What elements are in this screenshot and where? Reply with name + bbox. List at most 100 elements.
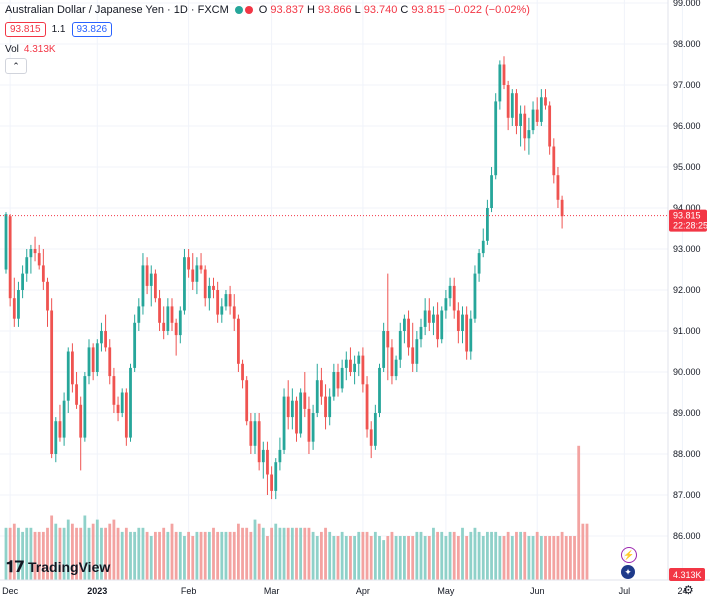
- candle-body: [249, 421, 253, 446]
- settings-icon[interactable]: ⚙: [683, 583, 694, 597]
- volume-bar: [403, 536, 406, 580]
- time-tick-label: May: [437, 586, 455, 596]
- candle-body: [473, 273, 477, 319]
- candle-body: [461, 314, 464, 331]
- volume-value: 4.313K: [23, 44, 56, 55]
- price-tick-label: 96.000: [673, 121, 701, 131]
- price-tick-label: 90.000: [673, 367, 701, 377]
- collapse-legend-button[interactable]: ⌃: [5, 58, 27, 74]
- volume-bar: [257, 523, 261, 580]
- candle-body: [444, 298, 448, 311]
- volume-bar: [440, 531, 444, 580]
- candle-body: [456, 310, 460, 331]
- volume-label[interactable]: Vol: [5, 44, 19, 55]
- candle-body: [195, 265, 199, 282]
- candle-body: [498, 64, 502, 102]
- volume-bar: [481, 536, 485, 580]
- price-tick-label: 91.000: [673, 326, 701, 336]
- volume-bar: [365, 531, 369, 580]
- candle-body: [232, 306, 236, 319]
- volume-bar: [527, 536, 531, 580]
- buy-button[interactable]: 93.826: [71, 22, 113, 37]
- lightning-icon[interactable]: ⚡: [621, 547, 637, 563]
- volume-bar: [253, 519, 257, 580]
- volume-bar: [469, 531, 473, 580]
- volume-bar: [569, 536, 572, 580]
- volume-bar: [203, 531, 207, 580]
- candle-body: [216, 290, 220, 315]
- candle-body: [166, 306, 170, 331]
- volume-bar: [423, 536, 427, 580]
- volume-bar: [419, 531, 423, 580]
- tradingview-logo[interactable]: 𝟏𝟳 TradingView: [6, 557, 110, 577]
- volume-bar: [340, 531, 344, 580]
- volume-bar: [216, 531, 220, 580]
- volume-bar: [249, 531, 253, 580]
- bid-ask-row: 93.815 1.1 93.826: [5, 22, 113, 37]
- candle-body: [560, 199, 564, 217]
- sell-button[interactable]: 93.815: [5, 22, 46, 37]
- volume-bar: [100, 527, 103, 580]
- candle-body: [245, 380, 249, 422]
- volume-bar: [46, 527, 49, 580]
- volume-bar: [50, 515, 54, 580]
- candle-body: [278, 449, 282, 463]
- time-tick-label: Jun: [530, 586, 545, 596]
- symbol-title[interactable]: Australian Dollar / Japanese Yen · 1D · …: [5, 4, 229, 16]
- candle-body: [307, 408, 311, 442]
- candle-body: [170, 306, 174, 323]
- volume-bar: [286, 527, 290, 580]
- flag-icon[interactable]: ✦: [621, 565, 635, 579]
- volume-bar: [390, 531, 394, 580]
- volume-bar: [199, 531, 203, 580]
- volume-bar: [21, 531, 24, 580]
- candle-body: [286, 396, 290, 418]
- candle-body: [191, 269, 195, 282]
- change-value: −0.022 (−0.02%): [448, 4, 530, 16]
- price-tick-label: 93.000: [673, 244, 701, 254]
- volume-bar: [8, 527, 12, 580]
- volume-bar: [245, 527, 249, 580]
- volume-bar: [207, 531, 211, 580]
- volume-bar: [378, 536, 381, 580]
- volume-axis-value: 4.313K: [673, 570, 702, 580]
- candle-body: [75, 384, 78, 405]
- candle-body: [224, 294, 228, 307]
- candle-body: [129, 367, 132, 438]
- volume-bar: [444, 536, 448, 580]
- candle-body: [41, 265, 45, 282]
- candle-body: [552, 146, 556, 176]
- candle-body: [427, 310, 431, 323]
- candle-body: [212, 285, 215, 290]
- volume-bar: [581, 523, 585, 580]
- volume-bar: [307, 527, 311, 580]
- price-axis[interactable]: 86.000 87.000 88.000 89.000 90.000 91.000 92.0…: [673, 0, 701, 541]
- volume-bar: [494, 531, 498, 580]
- candle-body: [37, 253, 41, 266]
- candle-body: [12, 298, 16, 319]
- candle-body: [295, 400, 298, 434]
- candle-body: [112, 376, 116, 405]
- candle-body: [199, 265, 203, 270]
- time-axis[interactable]: Dec 2023 Feb Mar Apr May Jun Jul 24: [2, 586, 687, 596]
- candle-body: [311, 413, 315, 442]
- volume-bar: [104, 527, 107, 580]
- volume-bar: [129, 531, 132, 580]
- volume-bar: [577, 445, 581, 580]
- candle-body: [46, 281, 49, 311]
- candle-body: [510, 93, 514, 118]
- chevron-up-icon: ⌃: [12, 60, 20, 71]
- volume-bar: [261, 527, 265, 580]
- volume-bar: [328, 531, 332, 580]
- volume-bar: [120, 531, 124, 580]
- volume-bar: [4, 527, 8, 580]
- candle-body: [270, 474, 273, 491]
- volume-bar: [369, 536, 373, 580]
- candle-body: [407, 318, 410, 348]
- volume-bar: [515, 531, 518, 580]
- volume-bar: [311, 531, 315, 580]
- candle-body: [398, 331, 402, 360]
- volume-bar: [523, 531, 527, 580]
- volume-bar: [324, 527, 327, 580]
